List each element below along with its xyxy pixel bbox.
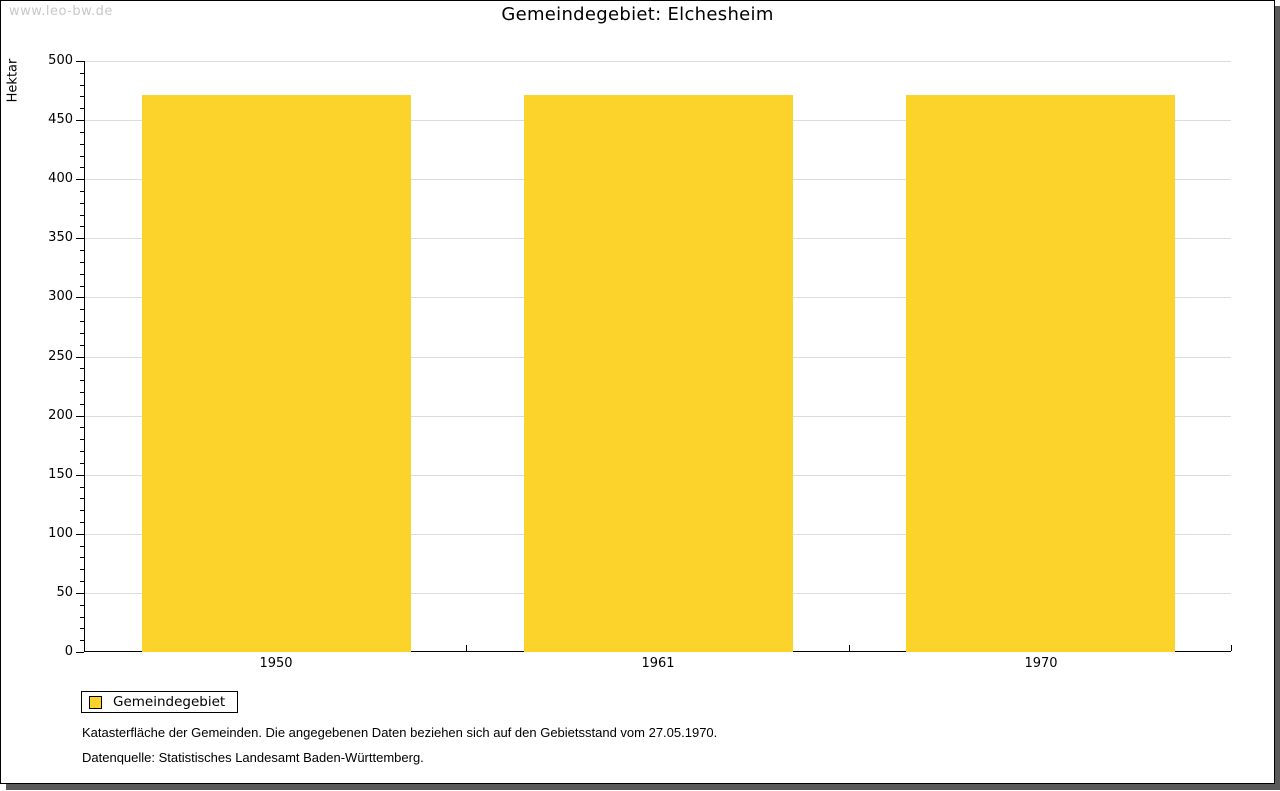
y-minor-tick bbox=[80, 191, 84, 192]
y-major-tick bbox=[76, 238, 84, 239]
y-minor-tick bbox=[80, 557, 84, 558]
y-minor-tick bbox=[80, 215, 84, 216]
y-axis-title: Hektar bbox=[5, 58, 21, 103]
y-minor-tick bbox=[80, 321, 84, 322]
y-minor-tick bbox=[80, 380, 84, 381]
watermark: www.leo-bw.de bbox=[9, 4, 113, 19]
y-minor-tick bbox=[80, 581, 84, 582]
y-minor-tick bbox=[80, 333, 84, 334]
bar-1950 bbox=[142, 95, 411, 652]
x-tick-label: 1970 bbox=[1024, 656, 1058, 671]
y-minor-tick bbox=[80, 510, 84, 511]
y-major-tick bbox=[76, 593, 84, 594]
footnote-source: Datenquelle: Statistisches Landesamt Bad… bbox=[82, 750, 424, 765]
legend-label: Gemeindegebiet bbox=[113, 694, 226, 710]
bar-1961 bbox=[524, 95, 793, 652]
plot-area: 0 50 100 150 200 250 300 350 400 450 500 1950 1961 19… bbox=[48, 53, 1232, 671]
y-minor-tick bbox=[80, 487, 84, 488]
y-minor-tick bbox=[80, 404, 84, 405]
y-tick-label: 50 bbox=[56, 585, 73, 600]
x-boundary-tick bbox=[1231, 645, 1232, 651]
y-minor-tick bbox=[80, 569, 84, 570]
y-tick-label: 500 bbox=[48, 53, 73, 68]
footnote-description: Katasterfläche der Gemeinden. Die angege… bbox=[82, 725, 718, 740]
y-tick-label: 0 bbox=[64, 644, 73, 659]
y-minor-tick bbox=[80, 463, 84, 464]
y-major-tick bbox=[76, 179, 84, 180]
y-minor-tick bbox=[80, 203, 84, 204]
y-minor-tick bbox=[80, 640, 84, 641]
y-major-tick bbox=[76, 120, 84, 121]
page-title: Gemeindegebiet: Elchesheim bbox=[501, 4, 774, 25]
legend-swatch-icon bbox=[89, 695, 102, 709]
y-minor-tick bbox=[80, 73, 84, 74]
y-minor-tick bbox=[80, 345, 84, 346]
y-minor-tick bbox=[80, 628, 84, 629]
gridline bbox=[85, 61, 1231, 62]
y-minor-tick bbox=[80, 522, 84, 523]
y-minor-tick bbox=[80, 226, 84, 227]
y-minor-tick bbox=[80, 451, 84, 452]
y-minor-tick bbox=[80, 309, 84, 310]
y-minor-tick bbox=[80, 605, 84, 606]
y-minor-tick bbox=[80, 286, 84, 287]
y-tick-label: 400 bbox=[48, 171, 73, 186]
y-tick-label: 450 bbox=[48, 112, 73, 127]
y-minor-tick bbox=[80, 439, 84, 440]
bar-1970 bbox=[906, 95, 1175, 652]
y-minor-tick bbox=[80, 167, 84, 168]
y-major-tick bbox=[76, 416, 84, 417]
y-minor-tick bbox=[80, 617, 84, 618]
y-minor-tick bbox=[80, 546, 84, 547]
y-tick-label: 300 bbox=[48, 289, 73, 304]
y-minor-tick bbox=[80, 274, 84, 275]
y-minor-tick bbox=[80, 132, 84, 133]
y-minor-tick bbox=[80, 250, 84, 251]
y-major-tick bbox=[76, 475, 84, 476]
y-major-tick bbox=[76, 297, 84, 298]
y-tick-label: 150 bbox=[48, 467, 73, 482]
x-boundary-tick bbox=[849, 645, 850, 651]
y-minor-tick bbox=[80, 427, 84, 428]
y-minor-tick bbox=[80, 144, 84, 145]
x-boundary-tick bbox=[466, 645, 467, 651]
y-tick-label: 250 bbox=[48, 349, 73, 364]
y-minor-tick bbox=[80, 368, 84, 369]
y-major-tick bbox=[76, 357, 84, 358]
y-tick-label: 350 bbox=[48, 230, 73, 245]
y-minor-tick bbox=[80, 392, 84, 393]
y-major-tick bbox=[76, 534, 84, 535]
legend: Gemeindegebiet bbox=[81, 691, 239, 713]
y-major-tick bbox=[76, 652, 84, 653]
y-minor-tick bbox=[80, 108, 84, 109]
y-minor-tick bbox=[80, 156, 84, 157]
y-minor-tick bbox=[80, 96, 84, 97]
y-tick-label: 200 bbox=[48, 408, 73, 423]
y-minor-tick bbox=[80, 85, 84, 86]
x-tick-label: 1950 bbox=[259, 656, 293, 671]
y-minor-tick bbox=[80, 498, 84, 499]
x-tick-label: 1961 bbox=[641, 656, 675, 671]
y-major-tick bbox=[76, 61, 84, 62]
y-tick-label: 100 bbox=[48, 526, 73, 541]
y-minor-tick bbox=[80, 262, 84, 263]
